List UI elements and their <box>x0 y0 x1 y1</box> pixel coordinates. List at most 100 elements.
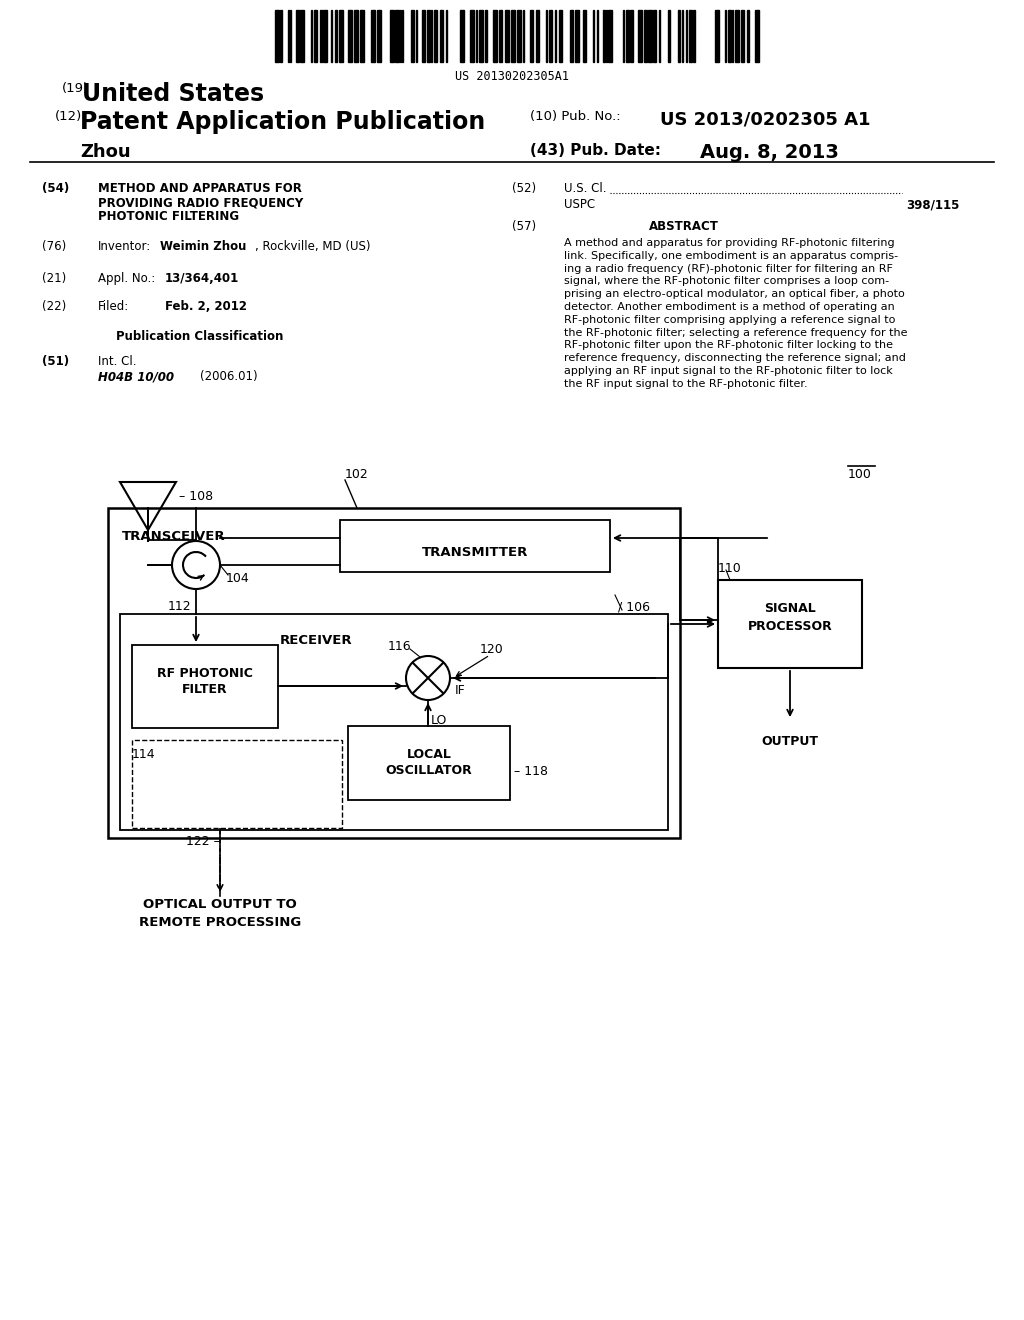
Text: TRANSCEIVER: TRANSCEIVER <box>122 531 225 543</box>
Text: (2006.01): (2006.01) <box>200 370 258 383</box>
Bar <box>549 11 552 62</box>
Text: (12): (12) <box>55 110 82 123</box>
Bar <box>371 11 375 62</box>
Bar <box>377 11 381 62</box>
Text: LOCAL: LOCAL <box>407 748 452 762</box>
Bar <box>440 11 443 62</box>
Bar <box>314 11 317 62</box>
Bar <box>530 11 534 62</box>
Text: Int. Cl.: Int. Cl. <box>98 355 136 368</box>
Bar <box>395 11 399 62</box>
Bar <box>728 11 731 62</box>
Bar <box>411 11 414 62</box>
Text: METHOD AND APPARATUS FOR: METHOD AND APPARATUS FOR <box>98 182 302 195</box>
Text: FILTER: FILTER <box>182 682 227 696</box>
Bar <box>132 645 278 729</box>
Text: 114: 114 <box>132 748 156 762</box>
Text: LO: LO <box>431 714 447 727</box>
Text: IF: IF <box>455 684 466 697</box>
Text: 13/364,401: 13/364,401 <box>165 272 240 285</box>
Bar <box>108 508 680 838</box>
Bar <box>511 11 515 62</box>
Text: / 106: / 106 <box>618 601 650 612</box>
Text: PROVIDING RADIO FREQUENCY: PROVIDING RADIO FREQUENCY <box>98 195 303 209</box>
Bar <box>517 11 521 62</box>
Text: ABSTRACT: ABSTRACT <box>649 220 719 234</box>
Text: A method and apparatus for providing RF-photonic filtering
link. Specifically, o: A method and apparatus for providing RF-… <box>564 238 907 389</box>
Bar <box>575 11 579 62</box>
Text: PHOTONIC FILTERING: PHOTONIC FILTERING <box>98 210 240 223</box>
Text: (22): (22) <box>42 300 67 313</box>
Bar <box>536 11 539 62</box>
Bar <box>583 11 586 62</box>
Bar <box>626 11 629 62</box>
Text: – 118: – 118 <box>514 766 548 777</box>
Text: (19): (19) <box>62 82 89 95</box>
Bar <box>718 579 862 668</box>
Text: OPTICAL OUTPUT TO: OPTICAL OUTPUT TO <box>143 898 297 911</box>
Bar <box>493 11 497 62</box>
Bar <box>570 11 573 62</box>
Text: (57): (57) <box>512 220 537 234</box>
Bar <box>120 614 668 830</box>
Text: (51): (51) <box>42 355 70 368</box>
Text: 104: 104 <box>226 572 250 585</box>
Text: Publication Classification: Publication Classification <box>117 330 284 343</box>
Text: Inventor:: Inventor: <box>98 240 152 253</box>
Text: RECEIVER: RECEIVER <box>280 634 352 647</box>
Bar <box>132 741 342 828</box>
Bar <box>470 11 474 62</box>
Text: USPC: USPC <box>564 198 595 211</box>
Bar <box>339 11 343 62</box>
Text: (21): (21) <box>42 272 67 285</box>
Bar <box>422 11 425 62</box>
Text: 112: 112 <box>168 601 191 612</box>
Bar <box>653 11 656 62</box>
Text: 102: 102 <box>345 469 369 480</box>
Bar <box>505 11 509 62</box>
Text: Appl. No.:: Appl. No.: <box>98 272 156 285</box>
Bar <box>559 11 562 62</box>
Text: 110: 110 <box>718 562 741 576</box>
Text: United States: United States <box>82 82 264 106</box>
Bar <box>689 11 692 62</box>
Bar <box>668 11 670 62</box>
Bar <box>603 11 605 62</box>
Bar <box>348 11 352 62</box>
Text: 116: 116 <box>388 640 412 653</box>
Bar <box>360 11 364 62</box>
Text: 122 –: 122 – <box>186 836 220 847</box>
Bar <box>479 11 483 62</box>
Text: SIGNAL: SIGNAL <box>764 602 816 615</box>
Text: RF PHOTONIC: RF PHOTONIC <box>157 667 253 680</box>
Bar <box>275 11 279 62</box>
Text: (52): (52) <box>512 182 537 195</box>
Bar <box>434 11 437 62</box>
Bar <box>715 11 719 62</box>
Bar <box>755 11 759 62</box>
Text: Aug. 8, 2013: Aug. 8, 2013 <box>700 143 839 162</box>
Bar <box>746 11 749 62</box>
Text: (43) Pub. Date:: (43) Pub. Date: <box>530 143 662 158</box>
Text: US 20130202305A1: US 20130202305A1 <box>455 70 569 83</box>
Text: OSCILLATOR: OSCILLATOR <box>386 764 472 777</box>
Text: REMOTE PROCESSING: REMOTE PROCESSING <box>139 916 301 929</box>
Bar <box>741 11 744 62</box>
Bar <box>354 11 358 62</box>
Text: TRANSMITTER: TRANSMITTER <box>422 546 528 558</box>
Bar <box>638 11 642 62</box>
Text: Patent Application Publication: Patent Application Publication <box>80 110 485 135</box>
Bar <box>499 11 502 62</box>
Text: (54): (54) <box>42 182 70 195</box>
Text: (76): (76) <box>42 240 67 253</box>
Text: US 2013/0202305 A1: US 2013/0202305 A1 <box>660 110 870 128</box>
Text: (10) Pub. No.:: (10) Pub. No.: <box>530 110 621 123</box>
Text: OUTPUT: OUTPUT <box>762 735 818 748</box>
Bar <box>296 11 299 62</box>
Bar <box>340 520 610 572</box>
Bar <box>678 11 680 62</box>
Bar <box>427 11 430 62</box>
Text: Zhou: Zhou <box>80 143 131 161</box>
Text: PROCESSOR: PROCESSOR <box>748 620 833 634</box>
Bar <box>300 11 304 62</box>
